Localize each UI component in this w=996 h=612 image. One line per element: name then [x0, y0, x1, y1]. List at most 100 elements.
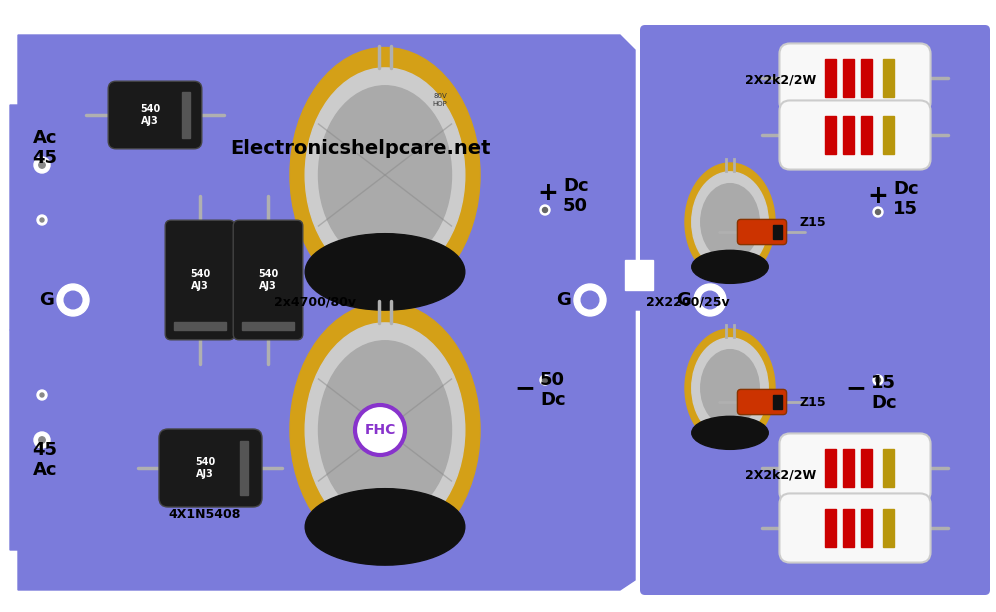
Ellipse shape	[290, 48, 480, 302]
Polygon shape	[10, 105, 110, 330]
Circle shape	[64, 291, 82, 309]
Polygon shape	[650, 35, 980, 590]
FancyBboxPatch shape	[780, 43, 930, 113]
Text: 2X2200/25v: 2X2200/25v	[646, 296, 730, 308]
Text: 2X2k2/2W: 2X2k2/2W	[745, 73, 817, 86]
Bar	[825, 116, 836, 154]
Bar	[825, 449, 836, 487]
Bar	[861, 116, 872, 154]
Ellipse shape	[305, 323, 465, 537]
Bar	[773, 225, 782, 239]
Bar	[843, 449, 854, 487]
Text: 80V
HOP: 80V HOP	[432, 94, 447, 106]
Ellipse shape	[319, 86, 451, 264]
Circle shape	[574, 284, 606, 316]
Ellipse shape	[305, 68, 465, 282]
Ellipse shape	[319, 341, 451, 519]
Text: 540
AJ3: 540 AJ3	[195, 457, 215, 479]
Text: G: G	[39, 291, 54, 309]
Text: G: G	[676, 291, 691, 309]
Circle shape	[37, 215, 47, 225]
Text: Z15: Z15	[800, 215, 827, 228]
Text: −: −	[845, 376, 866, 400]
Text: Dc
50: Dc 50	[563, 177, 589, 215]
Text: 50
Dc: 50 Dc	[540, 371, 566, 409]
Ellipse shape	[692, 250, 768, 283]
Bar	[861, 59, 872, 97]
Bar	[883, 509, 894, 547]
Bar	[861, 449, 872, 487]
Ellipse shape	[685, 163, 775, 281]
Ellipse shape	[701, 184, 759, 260]
FancyBboxPatch shape	[780, 493, 930, 562]
Bar	[883, 449, 894, 487]
Text: 540
AJ3: 540 AJ3	[190, 269, 210, 291]
Circle shape	[355, 405, 405, 455]
Ellipse shape	[305, 234, 465, 310]
Text: 15
Dc: 15 Dc	[871, 373, 896, 412]
Circle shape	[543, 207, 548, 212]
Circle shape	[40, 218, 44, 222]
Bar	[825, 59, 836, 97]
Text: Dc
15: Dc 15	[893, 179, 918, 218]
Bar	[843, 59, 854, 97]
Bar	[240, 441, 248, 495]
Bar	[825, 509, 836, 547]
Circle shape	[540, 375, 550, 385]
Bar	[625, 260, 653, 290]
Circle shape	[875, 378, 880, 382]
Text: Electronicshelpcare.net: Electronicshelpcare.net	[230, 138, 490, 157]
Ellipse shape	[685, 329, 775, 447]
Bar	[843, 509, 854, 547]
Text: +: +	[537, 181, 558, 205]
Text: +: +	[868, 184, 888, 208]
Text: 540
AJ3: 540 AJ3	[139, 104, 160, 126]
Bar	[182, 92, 190, 138]
Polygon shape	[10, 330, 110, 550]
FancyBboxPatch shape	[165, 220, 235, 340]
Ellipse shape	[692, 416, 768, 449]
Text: G: G	[556, 291, 571, 309]
FancyBboxPatch shape	[109, 81, 202, 149]
FancyBboxPatch shape	[159, 429, 262, 507]
Bar	[883, 59, 894, 97]
FancyBboxPatch shape	[233, 220, 303, 340]
Circle shape	[37, 390, 47, 400]
Ellipse shape	[701, 349, 759, 427]
Text: −: −	[514, 376, 535, 400]
Text: Z15: Z15	[800, 395, 827, 408]
Text: 2x4700/80v: 2x4700/80v	[274, 296, 356, 308]
Circle shape	[540, 205, 550, 215]
FancyBboxPatch shape	[780, 100, 930, 170]
Circle shape	[694, 284, 726, 316]
Circle shape	[39, 437, 45, 443]
FancyBboxPatch shape	[780, 433, 930, 502]
Circle shape	[582, 291, 599, 309]
Polygon shape	[18, 35, 650, 590]
Text: 2X2k2/2W: 2X2k2/2W	[745, 469, 817, 482]
Ellipse shape	[692, 172, 768, 272]
Circle shape	[701, 291, 719, 309]
Circle shape	[875, 209, 880, 214]
Text: FHC: FHC	[365, 423, 395, 437]
Bar	[843, 116, 854, 154]
Bar	[883, 116, 894, 154]
Circle shape	[39, 162, 45, 168]
Circle shape	[40, 393, 44, 397]
Ellipse shape	[290, 302, 480, 558]
Text: 4X1N5408: 4X1N5408	[168, 509, 241, 521]
FancyBboxPatch shape	[737, 219, 787, 245]
Text: Ac
45: Ac 45	[33, 129, 58, 168]
Circle shape	[543, 378, 548, 382]
Circle shape	[873, 207, 883, 217]
Text: 540
AJ3: 540 AJ3	[258, 269, 278, 291]
Bar	[861, 509, 872, 547]
Ellipse shape	[692, 338, 768, 438]
Text: ❧: ❧	[368, 419, 402, 461]
FancyBboxPatch shape	[737, 389, 787, 414]
Bar	[174, 322, 226, 330]
Bar	[773, 395, 782, 409]
Circle shape	[34, 432, 50, 448]
Bar	[242, 322, 294, 330]
Circle shape	[57, 284, 89, 316]
